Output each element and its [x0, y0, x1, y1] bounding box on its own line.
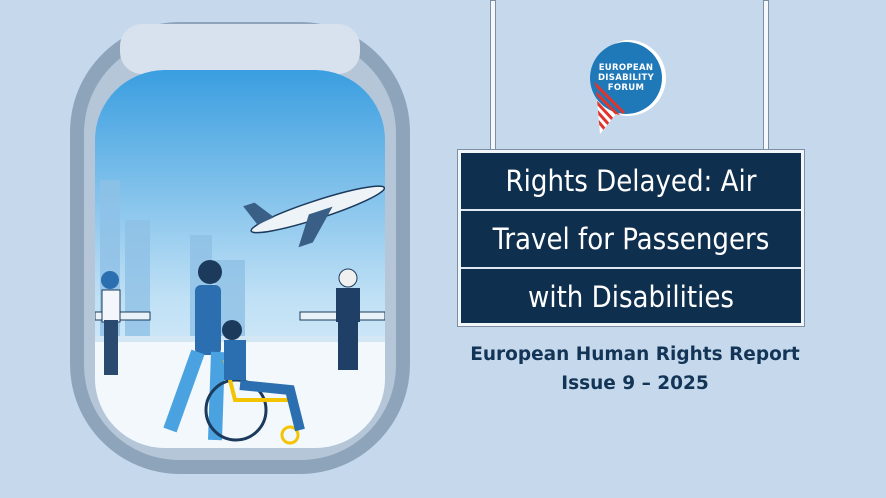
logo-text: DISABILITY	[597, 73, 655, 83]
logo-text: EUROPEAN	[598, 63, 654, 73]
seated-woman	[101, 271, 121, 375]
title-line: Travel for Passengers	[461, 211, 801, 269]
subtitle: European Human Rights Report Issue 9 – 2…	[440, 340, 830, 398]
airplane-icon	[243, 185, 385, 248]
european-disability-forum-logo: EUROPEAN DISABILITY FORUM	[586, 38, 667, 134]
issue-number: Issue 9 – 2025	[561, 373, 709, 394]
title-sign: Rights Delayed: Air Travel for Passenger…	[457, 149, 805, 327]
person-pushing-wheelchair	[163, 260, 225, 441]
report-name: European Human Rights Report	[470, 344, 800, 365]
logo-text: FORUM	[607, 83, 645, 93]
window-shade	[120, 24, 360, 74]
wheelchair-user	[204, 320, 305, 445]
airplane-window-illustration	[70, 22, 410, 474]
sign-pole-left	[490, 0, 496, 152]
title-line: with Disabilities	[527, 280, 734, 314]
title-line: Rights Delayed: Air	[461, 153, 801, 211]
bench-left	[95, 311, 151, 321]
seated-man	[336, 268, 360, 370]
sign-pole-right	[763, 0, 769, 152]
